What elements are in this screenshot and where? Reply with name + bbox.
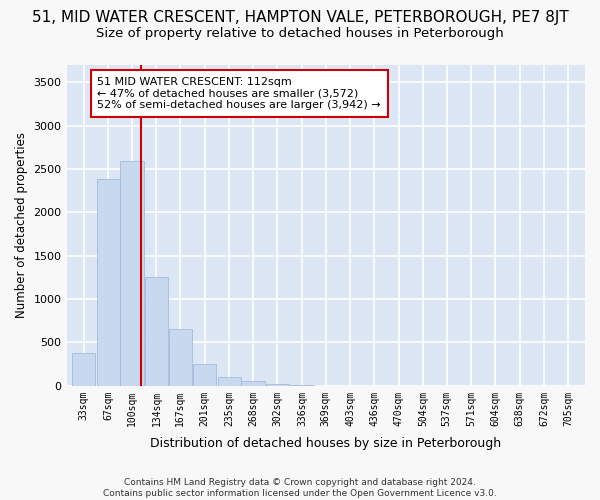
Text: Contains HM Land Registry data © Crown copyright and database right 2024.
Contai: Contains HM Land Registry data © Crown c…: [103, 478, 497, 498]
Bar: [241, 382, 265, 386]
Bar: [72, 353, 95, 386]
Text: 51 MID WATER CRESCENT: 112sqm
← 47% of detached houses are smaller (3,572)
52% o: 51 MID WATER CRESCENT: 112sqm ← 47% of d…: [97, 77, 381, 110]
Bar: [266, 384, 289, 386]
Text: Size of property relative to detached houses in Peterborough: Size of property relative to detached ho…: [96, 28, 504, 40]
Bar: [193, 364, 217, 386]
Bar: [169, 330, 192, 386]
Bar: [218, 377, 241, 386]
X-axis label: Distribution of detached houses by size in Peterborough: Distribution of detached houses by size …: [150, 437, 502, 450]
Bar: [145, 278, 168, 386]
Bar: [121, 161, 143, 386]
Y-axis label: Number of detached properties: Number of detached properties: [15, 132, 28, 318]
Bar: [97, 180, 120, 386]
Text: 51, MID WATER CRESCENT, HAMPTON VALE, PETERBOROUGH, PE7 8JT: 51, MID WATER CRESCENT, HAMPTON VALE, PE…: [32, 10, 568, 25]
